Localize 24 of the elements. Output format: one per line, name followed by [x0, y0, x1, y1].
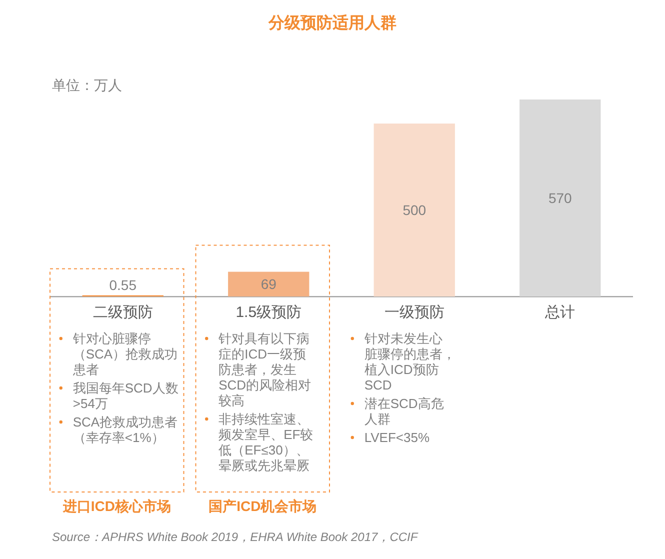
- bar: [520, 100, 601, 296]
- x-tick-label: 二级预防: [92, 304, 153, 321]
- data-label: 570: [548, 190, 572, 206]
- data-label: 69: [260, 276, 277, 292]
- x-tick-label: 1.5级预防: [236, 304, 302, 321]
- text: 单位：万人: [52, 77, 122, 93]
- chart-title: 分级预防适用人群: [268, 14, 396, 32]
- text: SCA抢救成功患者（幸存率<1%）: [72, 414, 178, 445]
- source-note: Source：APHRS White Book 2019，EHRA White Book 2017，CCIF: [52, 530, 418, 544]
- text: 我国每年SCD人数>54万: [72, 380, 178, 411]
- x-tick-label: 一级预防: [384, 304, 444, 321]
- bar: [374, 124, 455, 296]
- text: 针对心脏骤停（SCA）抢救成功患者: [72, 331, 178, 377]
- bar: [228, 272, 310, 296]
- data-label: 500: [402, 202, 426, 218]
- x-tick-label: 总计: [544, 304, 576, 321]
- text: 潜在SCD高危人群: [364, 396, 444, 426]
- text: LVEF<35%: [364, 430, 430, 445]
- text: 针对未发生心脏骤停的患者，植入ICD预防SCD: [363, 331, 456, 392]
- data-label: 0.55: [109, 276, 137, 293]
- text: 针对具有以下病症的ICD一级预防患者，发生SCD的风险相对较高: [218, 331, 312, 408]
- text: 国产ICD机会市场: [208, 498, 317, 514]
- text: 非持续性室速、频发室早、EF较低（EF≤30）、晕厥或先兆晕厥: [218, 412, 314, 473]
- text: 进口ICD核心市场: [62, 498, 171, 514]
